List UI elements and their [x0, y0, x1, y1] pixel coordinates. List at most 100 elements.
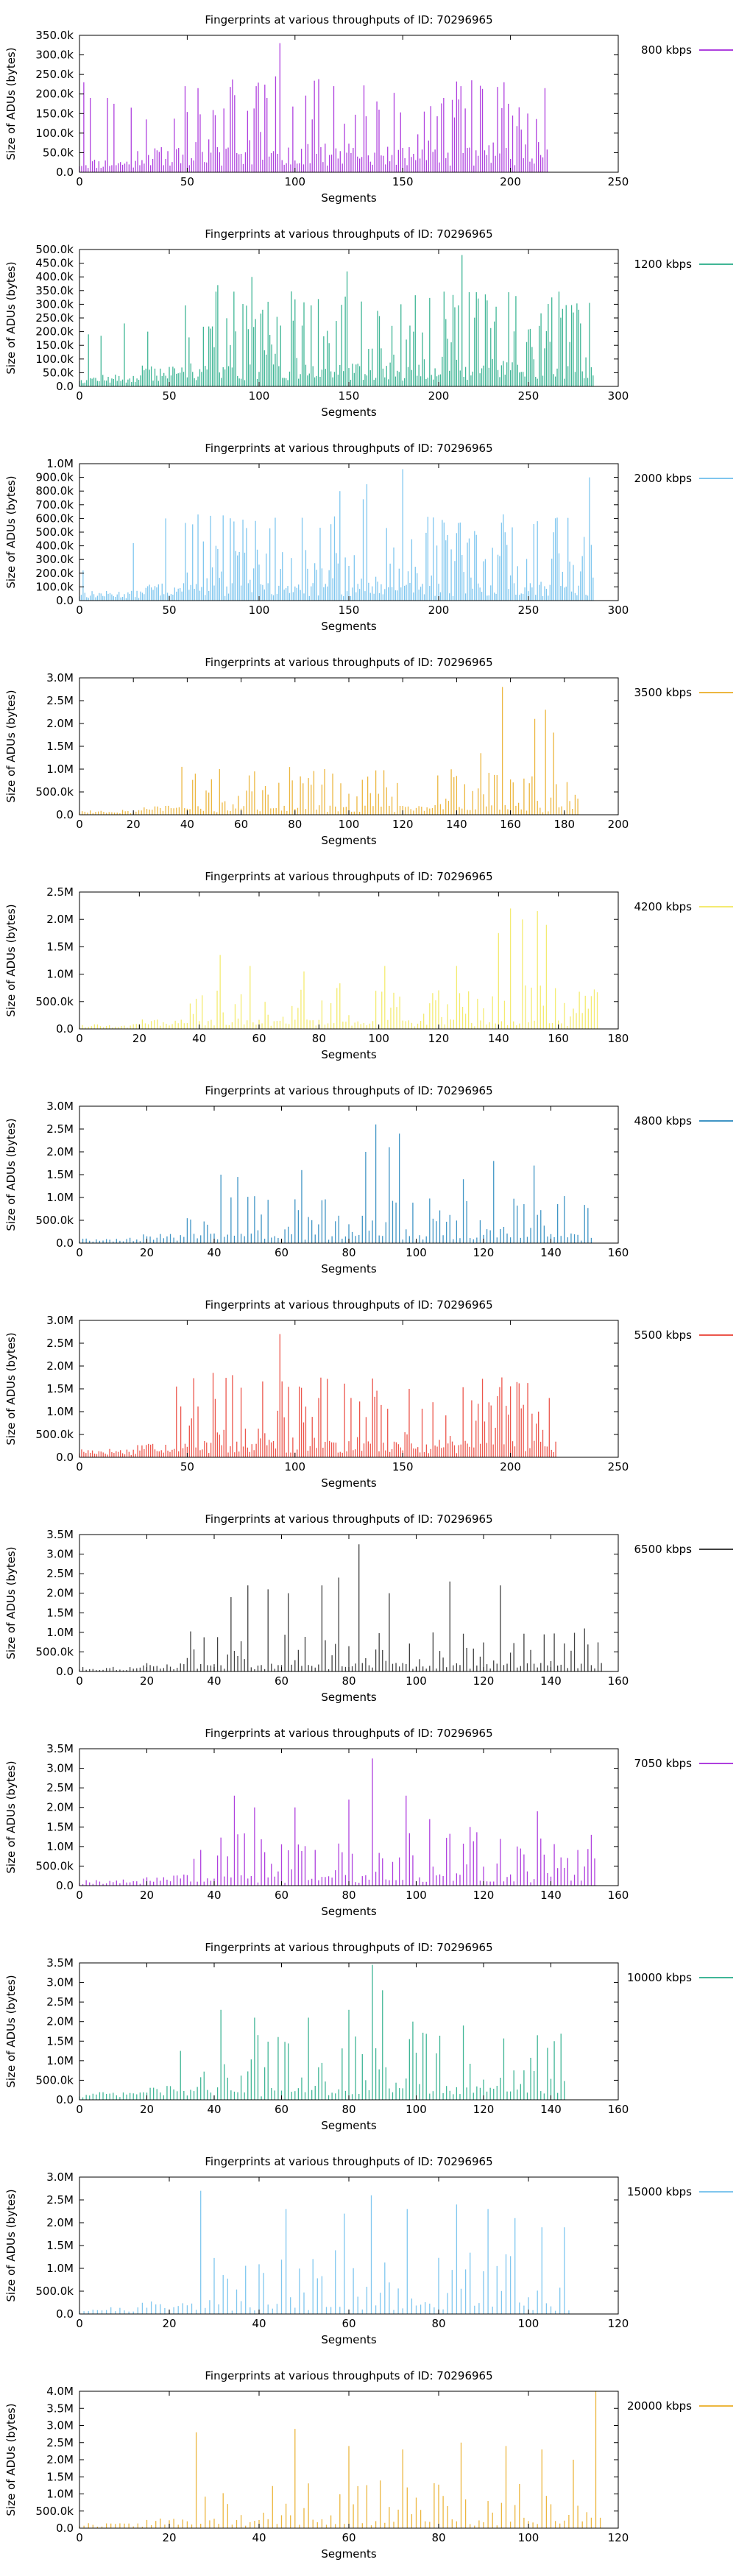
y-tick-label: 1.0M	[46, 1405, 74, 1418]
y-axis-label: Size of ADUs (bytes)	[4, 1118, 18, 1231]
x-tick-label: 100	[406, 1889, 427, 1902]
plot-frame	[79, 249, 619, 387]
x-tick-label: 80	[288, 818, 302, 831]
y-tick-label: 500.0k	[35, 2073, 74, 2087]
x-tick-label: 180	[553, 818, 575, 831]
y-tick-label: 1.0M	[46, 1191, 74, 1204]
x-tick-label: 160	[608, 1246, 629, 1259]
y-tick-label: 2.5M	[46, 1995, 74, 2009]
y-tick-label: 1.5M	[46, 940, 74, 953]
y-tick-label: 3.5M	[46, 2402, 74, 2415]
chart-6: Fingerprints at various throughputs of I…	[4, 1298, 733, 1490]
x-tick-label: 300	[608, 389, 629, 403]
y-tick-label: 0.0	[56, 2307, 74, 2321]
y-tick-label: 4.0M	[46, 2385, 74, 2398]
chart-11: Fingerprints at various throughputs of I…	[4, 2369, 733, 2561]
y-tick-label: 1.0M	[46, 457, 74, 470]
x-tick-label: 160	[500, 818, 521, 831]
y-tick-label: 150.0k	[35, 339, 74, 352]
x-axis-label: Segments	[321, 1905, 377, 1918]
x-tick-label: 150	[339, 604, 360, 617]
x-tick-label: 200	[428, 389, 450, 403]
y-tick-label: 1.0M	[46, 1626, 74, 1639]
x-axis-label: Segments	[321, 2333, 377, 2346]
y-tick-label: 100.0k	[35, 353, 74, 366]
x-tick-label: 60	[342, 2531, 355, 2544]
x-axis-label: Segments	[321, 1048, 377, 1061]
chart-3: Fingerprints at various throughputs of I…	[4, 656, 733, 847]
x-tick-label: 20	[140, 1889, 154, 1902]
x-tick-label: 250	[518, 389, 539, 403]
x-tick-label: 150	[392, 1460, 414, 1473]
y-tick-label: 2.5M	[46, 2436, 74, 2449]
legend-label: 1200 kbps	[634, 258, 693, 271]
y-axis-label: Size of ADUs (bytes)	[4, 1975, 18, 2087]
bar-series	[79, 908, 598, 1029]
x-tick-label: 60	[275, 1674, 289, 1688]
chart-4: Fingerprints at various throughputs of I…	[4, 870, 733, 1061]
chart-9: Fingerprints at various throughputs of I…	[4, 1941, 733, 2132]
y-tick-label: 3.0M	[46, 1548, 74, 1561]
x-tick-label: 140	[540, 1674, 562, 1688]
x-tick-label: 50	[180, 1460, 194, 1473]
y-tick-label: 800.0k	[35, 484, 74, 498]
x-tick-label: 20	[140, 1246, 154, 1259]
chart-title: Fingerprints at various throughputs of I…	[205, 1941, 492, 1954]
y-tick-label: 3.0M	[46, 1314, 74, 1327]
y-tick-label: 0.0	[56, 1451, 74, 1464]
chart-2: Fingerprints at various throughputs of I…	[4, 442, 733, 633]
x-tick-label: 120	[428, 1032, 450, 1045]
x-tick-label: 300	[608, 604, 629, 617]
x-tick-label: 160	[608, 1674, 629, 1688]
y-tick-label: 3.0M	[46, 2170, 74, 2184]
legend-label: 20000 kbps	[627, 2399, 692, 2413]
y-tick-label: 2.0M	[46, 1359, 74, 1373]
x-tick-label: 80	[342, 2103, 355, 2116]
x-tick-label: 60	[275, 1246, 289, 1259]
x-tick-label: 100	[249, 604, 270, 617]
x-tick-label: 40	[252, 2317, 266, 2330]
y-tick-label: 500.0k	[35, 1859, 74, 1872]
y-tick-label: 3.5M	[46, 1528, 74, 1541]
bar-series	[79, 1544, 602, 1671]
x-tick-label: 20	[140, 1674, 154, 1688]
x-tick-label: 140	[446, 818, 467, 831]
x-tick-label: 60	[234, 818, 248, 831]
y-tick-label: 2.5M	[46, 2193, 74, 2207]
y-axis-label: Size of ADUs (bytes)	[4, 1332, 18, 1445]
y-axis-label: Size of ADUs (bytes)	[4, 2403, 18, 2516]
y-tick-label: 2.5M	[46, 1567, 74, 1580]
y-tick-label: 2.0M	[46, 717, 74, 730]
y-tick-label: 2.0M	[46, 2453, 74, 2466]
bar-series	[79, 2190, 570, 2314]
x-axis-label: Segments	[321, 1262, 377, 1275]
x-axis-label: Segments	[321, 406, 377, 419]
chart-title: Fingerprints at various throughputs of I…	[205, 1512, 492, 1526]
y-tick-label: 2.0M	[46, 2216, 74, 2229]
x-tick-label: 120	[473, 1674, 495, 1688]
x-tick-label: 60	[252, 1032, 266, 1045]
x-tick-label: 100	[284, 175, 305, 188]
bar-series	[79, 1964, 565, 2100]
x-tick-label: 20	[132, 1032, 146, 1045]
x-axis-label: Segments	[321, 1476, 377, 1490]
y-tick-label: 3.5M	[46, 1956, 74, 1970]
y-tick-label: 0.0	[56, 594, 74, 607]
y-tick-label: 500.0k	[35, 1214, 74, 1227]
y-tick-label: 300.0k	[35, 553, 74, 566]
x-axis-label: Segments	[321, 834, 377, 847]
x-tick-label: 100	[406, 2103, 427, 2116]
x-tick-label: 140	[540, 1889, 562, 1902]
chart-title: Fingerprints at various throughputs of I…	[205, 442, 492, 455]
x-tick-label: 60	[275, 2103, 289, 2116]
x-axis-label: Segments	[321, 1691, 377, 1704]
x-tick-label: 100	[406, 1246, 427, 1259]
x-axis-label: Segments	[321, 2547, 377, 2561]
chart-5: Fingerprints at various throughputs of I…	[4, 1084, 733, 1275]
x-tick-label: 40	[180, 818, 194, 831]
bar-series	[79, 1124, 592, 1243]
x-tick-label: 140	[540, 2103, 562, 2116]
chart-title: Fingerprints at various throughputs of I…	[205, 2369, 492, 2382]
y-tick-label: 600.0k	[35, 512, 74, 525]
legend-label: 2000 kbps	[634, 472, 693, 485]
